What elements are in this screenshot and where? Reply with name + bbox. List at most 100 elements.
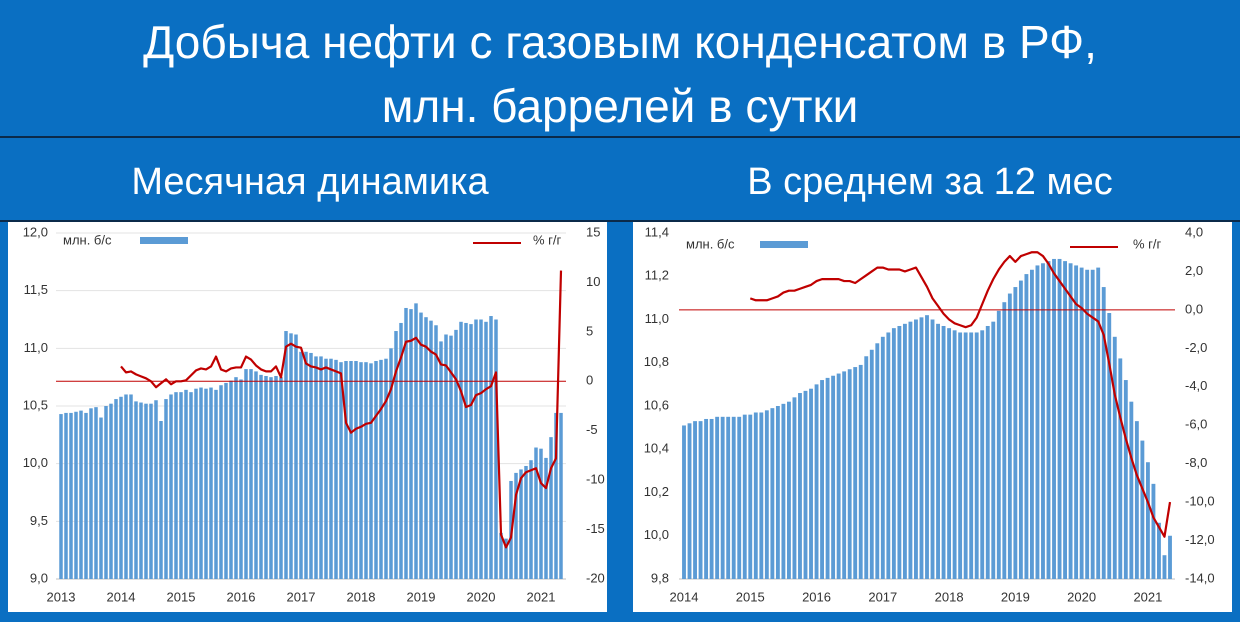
y2-tick-label: -20 [586,570,605,585]
chart: 9,8 10,0 10,2 10,4 10,6 10,8 11,0 11,2 11,4 -14,0… [633,222,1232,612]
page-title: млн. баррелей в сутки [381,80,859,132]
bar [715,416,720,579]
bar [489,316,493,579]
bar [424,317,428,579]
bar [209,387,213,579]
bar [985,325,990,579]
y2-tick-label: -6,0 [1185,417,1207,432]
bar [1090,269,1095,579]
bar [514,472,518,579]
bar [742,414,747,579]
legend-label: % г/г [1133,236,1162,251]
bar [534,447,538,579]
bar [698,421,703,579]
bar [434,325,438,579]
bar [1002,302,1007,579]
y2-tick-label: 4,0 [1185,224,1203,239]
bar [963,332,968,579]
y-tick-label: 11,2 [645,268,669,283]
bar [1157,522,1161,579]
bar [831,375,836,579]
bar [169,394,173,579]
bar [1168,535,1172,579]
y-tick-label: 9,8 [651,570,669,585]
bar [499,532,503,579]
divider [0,220,1240,222]
bar [364,362,368,579]
legend-label: % г/г [533,232,562,247]
y2-tick-label: -12,0 [1185,532,1215,547]
bar [59,414,63,579]
x-tick-label: 2017 [868,589,897,604]
bar [379,359,383,579]
bar [1041,263,1045,579]
bar [1068,263,1073,579]
bar [1063,261,1068,579]
bar [544,457,548,579]
legend-label: млн. б/с [63,232,112,247]
bar [464,322,468,579]
bar [875,343,880,579]
y-tick-label: 11,5 [24,282,48,297]
y2-tick-label: 0,0 [1185,301,1203,316]
chart-title: В среднем за 12 мес [747,161,1113,203]
bar [902,323,907,579]
bar [229,380,233,579]
bar [775,406,780,579]
bar [289,333,293,579]
bar [344,361,348,579]
bar [474,319,478,579]
bar [234,377,238,579]
bar [269,377,273,579]
bar [399,322,403,579]
bar [814,384,819,579]
bar [394,331,398,579]
bar [164,399,168,579]
bar [1052,258,1056,579]
bar [914,319,918,579]
y-tick-label: 10,0 [644,527,669,542]
bar [704,418,709,579]
bar [825,377,830,579]
bar [94,407,98,579]
bar [897,325,902,579]
bar [129,394,133,579]
bar [958,332,963,579]
bar [864,356,869,579]
bar [444,334,448,579]
bar [1134,421,1139,579]
bar [369,363,373,579]
bar [991,321,996,579]
x-tick-label: 2015 [736,589,765,604]
bar [1018,280,1023,579]
bar [759,412,764,579]
bar [798,393,802,579]
bar [114,399,118,579]
bar [781,403,786,579]
bar [244,369,248,579]
y-tick-label: 10,8 [644,354,669,369]
bar [459,321,463,579]
bar [104,406,108,579]
bar [429,320,433,579]
bar [189,392,193,579]
bar [1096,267,1101,579]
y-tick-label: 10,6 [644,397,669,412]
bar [384,358,388,579]
bar [836,373,841,579]
y2-tick-label: -14,0 [1185,570,1215,585]
bar [179,392,183,579]
chart: 9,0 9,5 10,0 10,5 11,0 11,5 12,0 -20 -15 -10 -5 0 5 1… [8,222,607,612]
bar [1013,287,1018,579]
bar [549,437,553,579]
bar [1024,274,1029,579]
line [120,270,563,549]
bar [264,376,268,579]
x-tick-label: 2021 [1133,589,1162,604]
bar [1101,287,1106,579]
bar [1079,267,1084,579]
bar [74,411,78,579]
bar [99,417,103,579]
x-tick-label: 2021 [527,589,556,604]
